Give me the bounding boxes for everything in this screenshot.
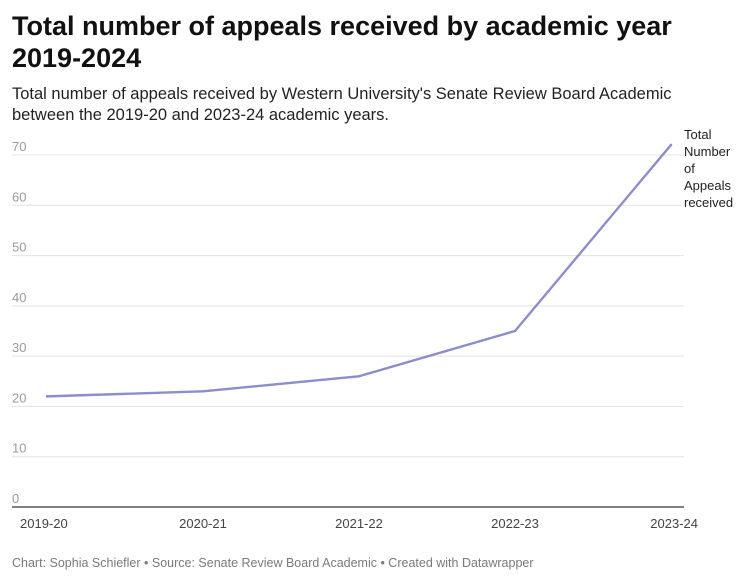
x-tick-label: 2019-20 (20, 516, 68, 531)
y-tick-label: 30 (12, 340, 26, 355)
series-line (45, 143, 673, 398)
data-point (669, 143, 673, 147)
chart-subtitle: Total number of appeals received by West… (12, 85, 672, 124)
series-group (45, 143, 673, 398)
y-tick-label: 50 (12, 240, 26, 255)
y-tick-label: 60 (12, 189, 26, 204)
y-axis-ticks: 0 10 20 30 40 50 60 70 (12, 139, 26, 506)
gridlines (12, 154, 684, 458)
y-tick-label: 20 (12, 390, 26, 405)
data-point (513, 329, 517, 333)
data-point (357, 375, 361, 378)
x-tick-label: 2023-24 (650, 516, 698, 531)
series-direct-label: Total Number of Appeals received (684, 127, 733, 210)
data-point (45, 395, 49, 398)
y-tick-label: 70 (12, 139, 26, 154)
y-tick-label: 10 (12, 441, 26, 456)
chart-footer: Chart: Sophia Schiefler • Source: Senate… (12, 556, 534, 570)
x-tick-label: 2020-21 (179, 516, 227, 531)
y-tick-label: 40 (12, 290, 26, 305)
data-point (201, 390, 205, 393)
x-axis-ticks: 2019-20 2020-21 2021-22 2022-23 2023-24 (20, 516, 698, 531)
x-tick-label: 2022-23 (491, 516, 539, 531)
y-tick-label: 0 (12, 491, 19, 506)
chart-title: Total number of appeals received by acad… (12, 11, 672, 73)
series-label: Total Number of Appeals received (684, 127, 733, 210)
x-tick-label: 2021-22 (335, 516, 383, 531)
